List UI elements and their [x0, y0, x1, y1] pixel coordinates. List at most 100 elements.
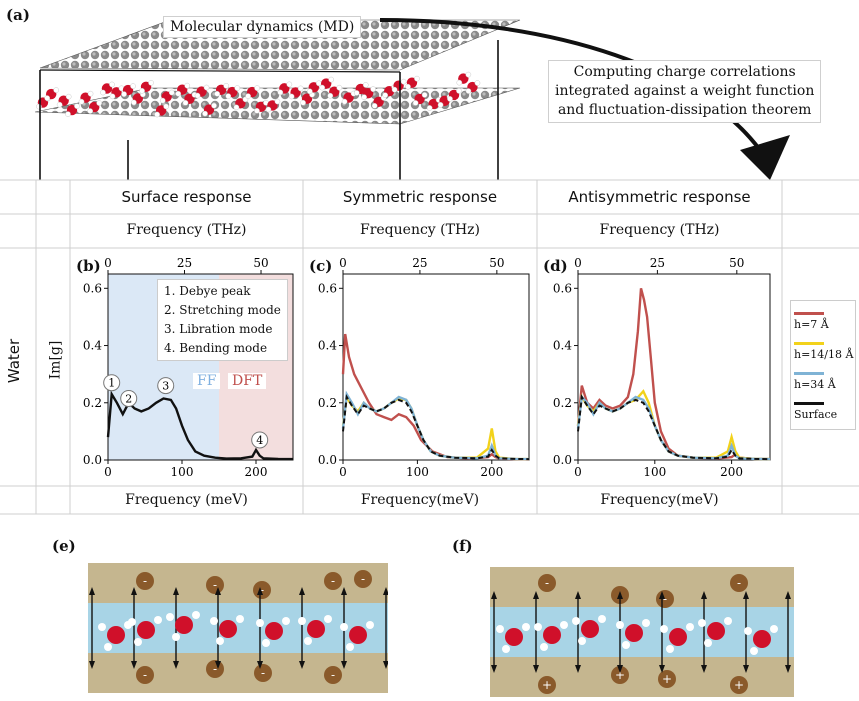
hydrogen-atom [412, 100, 419, 106]
hydrogen-atom [245, 93, 251, 99]
hydrogen-atom [172, 633, 180, 641]
hydrogen-atom [211, 102, 217, 109]
arrow-head [299, 587, 305, 595]
plot-frame [107, 273, 294, 461]
top-tick-label: 25 [412, 256, 427, 270]
hydrogen-atom [770, 625, 778, 633]
arrow-head [617, 665, 623, 673]
hydrogen-atom [148, 80, 154, 86]
charge-circle [658, 670, 676, 688]
hydrogen-atom [154, 616, 162, 624]
hydrogen-atom [163, 103, 169, 110]
hydrogen-atom [496, 625, 504, 633]
hydrogen-atom [168, 89, 175, 96]
hydrogen-atom [370, 86, 376, 92]
hydrogen-atom [426, 105, 433, 111]
x-tick-label: 100 [406, 465, 429, 479]
hydrogen-atom [391, 86, 398, 93]
x-tick-label: 0 [339, 465, 347, 479]
top-tick-label: 0 [339, 256, 347, 270]
charge-sign: + [734, 678, 744, 692]
hydrogen-atom [522, 623, 530, 631]
hydrogen-atom [336, 84, 343, 91]
top-tick-label: 25 [650, 256, 665, 270]
hydrogen-atom [202, 110, 208, 117]
hydrogen-atom [750, 647, 758, 655]
hydrogen-atom [366, 621, 374, 629]
hydrogen-atom [87, 108, 94, 114]
arrow-head [173, 661, 179, 669]
hydrogen-atom [216, 637, 224, 645]
panel-label-f: (f) [452, 537, 473, 555]
x-tick-label: 0 [104, 465, 112, 479]
hydrogen-atom [98, 623, 106, 631]
header-symmetric: Symmetric response [342, 188, 498, 206]
hydrogen-atom [56, 101, 63, 108]
hydrogen-atom [437, 102, 444, 108]
hydrogen-atom [288, 93, 295, 100]
y-tick-label: 0.4 [318, 339, 337, 353]
charge-sign: - [545, 576, 549, 590]
hydrogen-atom [340, 623, 348, 631]
panel-label-d: (d) [543, 257, 568, 275]
arrow-head [383, 661, 388, 669]
charge-sign: - [143, 668, 147, 682]
hydrogen-atom [159, 97, 166, 104]
mode-marker [120, 389, 138, 407]
oxygen-atom [265, 622, 283, 640]
y-tick-label: 0.0 [83, 453, 102, 467]
oxygen-atom [137, 621, 155, 639]
oxygen-atom [543, 626, 561, 644]
charge-sign: - [260, 583, 264, 597]
y-tick-label: 0.4 [83, 339, 102, 353]
hydrogen-atom [254, 85, 260, 91]
charge-sign: - [331, 668, 335, 682]
hydrogen-atom [256, 619, 264, 627]
oxygen-atom [307, 620, 325, 638]
arrow-head [743, 591, 749, 599]
panel-label-e: (e) [52, 537, 76, 555]
charge-circle [254, 664, 272, 682]
hydrogen-atom [254, 108, 260, 114]
hydrogen-atom [121, 91, 127, 97]
hydrogen-atom [660, 625, 668, 633]
hydrogen-atom [262, 639, 270, 647]
charge-circle [324, 666, 342, 684]
arrow-head [131, 661, 137, 669]
hydrogen-atom [298, 617, 306, 625]
arrow-head [740, 135, 790, 180]
charge-circle [611, 666, 629, 684]
hydrogen-atom [572, 617, 580, 625]
mode-legend-item: 3. Libration mode [164, 322, 273, 336]
charge-circle [206, 576, 224, 594]
arrow-head [533, 591, 539, 599]
charge-sign: - [143, 574, 147, 588]
hydrogen-atom [130, 83, 136, 89]
mode-legend: 1. Debye peak 2. Stretching mode 3. Libr… [157, 279, 288, 361]
x-tick-label: 200 [480, 465, 503, 479]
mode-marker [103, 374, 121, 392]
charge-sign: + [662, 672, 672, 686]
table-grid [0, 179, 859, 515]
charge-circle [136, 666, 154, 684]
hydrogen-atom [297, 85, 304, 92]
legend-label-h34: h=34 Å [794, 378, 836, 391]
hydrogen-atom [265, 106, 272, 113]
arrow-head [785, 665, 791, 673]
y-tick-label: 0.2 [318, 396, 337, 410]
hydrogen-atom [698, 619, 706, 627]
legend-label-surface: Surface [794, 408, 838, 421]
charge-circle [324, 572, 342, 590]
x-tick-label: 100 [171, 465, 194, 479]
hydrogen-atom [327, 92, 334, 99]
legend-line-h7 [794, 312, 824, 315]
hydrogen-atom [128, 618, 136, 626]
series-line-h7 [576, 287, 771, 461]
hydrogen-atom [154, 111, 160, 118]
series-line-surface [577, 394, 771, 461]
x-tick-label: 200 [245, 465, 268, 479]
hydrogen-atom [134, 638, 142, 646]
hydrogen-atom [53, 87, 59, 93]
mode-marker-label: 2 [125, 392, 132, 405]
bottom-axis-d: Frequency(meV) [600, 492, 719, 508]
